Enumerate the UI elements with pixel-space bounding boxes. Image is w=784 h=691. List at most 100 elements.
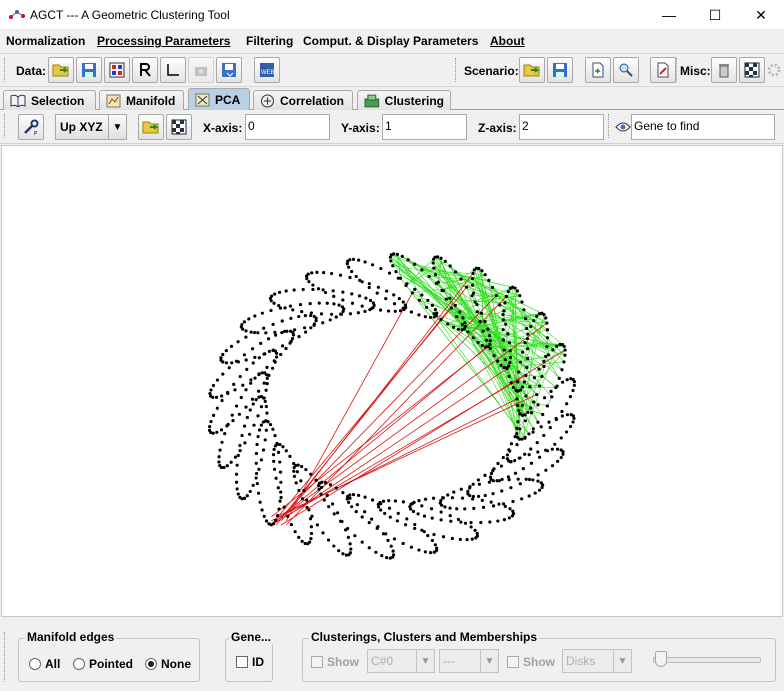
tab-pca[interactable]: PCA: [188, 88, 250, 110]
web-export-button[interactable]: WEB: [254, 57, 280, 83]
manifold-edge: [461, 301, 523, 331]
tab-correlation[interactable]: Correlation: [253, 90, 353, 110]
gene-point: [455, 315, 459, 319]
gene-point: [537, 367, 541, 371]
manifold-edge: [541, 366, 545, 377]
r-export-button[interactable]: [132, 57, 158, 83]
cluster-select[interactable]: --- ▼: [439, 649, 499, 673]
gene-point: [500, 489, 504, 493]
display-mode-select[interactable]: Disks ▼: [562, 649, 632, 673]
close-button[interactable]: ✕: [755, 6, 767, 23]
gear-button[interactable]: [765, 57, 783, 83]
gene-point: [556, 459, 560, 464]
gene-point: [338, 273, 343, 277]
gene-point: [326, 538, 331, 542]
load-scenario-button[interactable]: [519, 57, 545, 83]
save-data-button[interactable]: [76, 57, 102, 83]
radio-all[interactable]: All: [29, 657, 60, 671]
menu-filtering[interactable]: Filtering: [246, 34, 294, 48]
gene-point: [488, 346, 492, 351]
minimize-button[interactable]: —: [662, 7, 676, 23]
gene-point: [501, 312, 505, 317]
save-image-button[interactable]: [216, 57, 242, 83]
gene-point: [310, 271, 314, 275]
gene-point: [508, 449, 512, 453]
gene-point: [463, 507, 467, 511]
gene-point: [348, 258, 352, 262]
membership-slider-track[interactable]: [653, 657, 761, 663]
manifold-edge: [462, 312, 543, 331]
axes-button[interactable]: [160, 57, 186, 83]
gene-point: [432, 312, 436, 316]
gene-point: [298, 303, 303, 307]
agct-logo-icon: [9, 10, 25, 19]
gene-point: [471, 482, 475, 486]
maximize-button[interactable]: ☐: [708, 6, 722, 23]
id-checkbox[interactable]: ID: [236, 655, 264, 669]
pca-checker-button[interactable]: [166, 114, 192, 140]
id-checkbox-box[interactable]: [236, 656, 248, 668]
gene-point: [262, 396, 266, 400]
gene-point: [435, 546, 439, 550]
gene-point: [472, 506, 476, 511]
axes-icon: [167, 64, 179, 76]
gene-point: [370, 517, 374, 521]
gene-point: [478, 319, 482, 324]
misc-checker-button[interactable]: [739, 57, 765, 83]
clustering-select[interactable]: C#0 ▼: [367, 649, 435, 673]
pca-load-button[interactable]: [138, 114, 164, 140]
menu-comput-display-parameters[interactable]: Comput. & Display Parameters: [303, 34, 479, 48]
gene-point: [272, 447, 276, 452]
r-letter-icon: [140, 63, 151, 77]
gene-point: [227, 366, 231, 370]
tab-selection[interactable]: Selection: [3, 90, 96, 110]
gene-point: [312, 323, 316, 328]
radio-pointed-indicator[interactable]: [73, 658, 85, 670]
disabled-tool-button[interactable]: [188, 57, 214, 83]
save-scenario-button[interactable]: [547, 57, 573, 83]
gene-point: [520, 497, 524, 501]
gene-point: [506, 332, 510, 336]
pca-plot[interactable]: [2, 146, 782, 616]
gene-point: [456, 517, 461, 522]
pca-visualization-canvas[interactable]: [1, 145, 783, 617]
gene-point: [370, 498, 375, 502]
gene-point: [518, 412, 522, 416]
membership-slider-thumb[interactable]: [655, 651, 667, 667]
trash-button[interactable]: [711, 57, 737, 83]
show-clustering-checkbox[interactable]: Show: [311, 655, 359, 669]
menu-processing-parameters[interactable]: Processing Parameters: [97, 34, 231, 48]
manifold-edge: [521, 346, 558, 440]
view-mode-combo[interactable]: Up XYZ ▼: [55, 114, 127, 140]
radio-pointed[interactable]: Pointed: [73, 657, 133, 671]
radio-all-indicator[interactable]: [29, 658, 41, 670]
gene-point: [389, 259, 393, 263]
radio-none-indicator[interactable]: [145, 658, 157, 670]
gene-point: [537, 455, 542, 459]
show-clustering-box[interactable]: [311, 656, 323, 668]
radio-none[interactable]: None: [145, 657, 191, 671]
show-display-box[interactable]: [507, 656, 519, 668]
execute-scenario-button[interactable]: [585, 57, 611, 83]
z-axis-input[interactable]: 2: [519, 114, 604, 140]
open-data-button[interactable]: [48, 57, 74, 83]
edit-scenario-button[interactable]: [650, 57, 676, 83]
gene-point: [271, 322, 275, 326]
tab-manifold[interactable]: Manifold: [99, 90, 184, 110]
pca-settings-button[interactable]: P: [18, 114, 44, 140]
y-axis-input[interactable]: 1: [382, 114, 467, 140]
tab-clustering-label: Clustering: [384, 93, 444, 108]
gene-point: [439, 256, 443, 260]
eye-icon: [615, 122, 631, 132]
gene-point: [383, 511, 387, 516]
gene-search-input[interactable]: Gene to find: [631, 114, 775, 140]
view-scenario-button[interactable]: [613, 57, 639, 83]
gene-point: [518, 388, 523, 392]
tab-clustering[interactable]: Clustering: [357, 90, 451, 110]
heatmap-button[interactable]: [104, 57, 130, 83]
menu-about[interactable]: About: [490, 34, 525, 48]
show-display-checkbox[interactable]: Show: [507, 655, 555, 669]
x-axis-input[interactable]: 0: [245, 114, 330, 140]
menu-normalization[interactable]: Normalization: [6, 34, 86, 48]
gene-point: [475, 302, 479, 307]
